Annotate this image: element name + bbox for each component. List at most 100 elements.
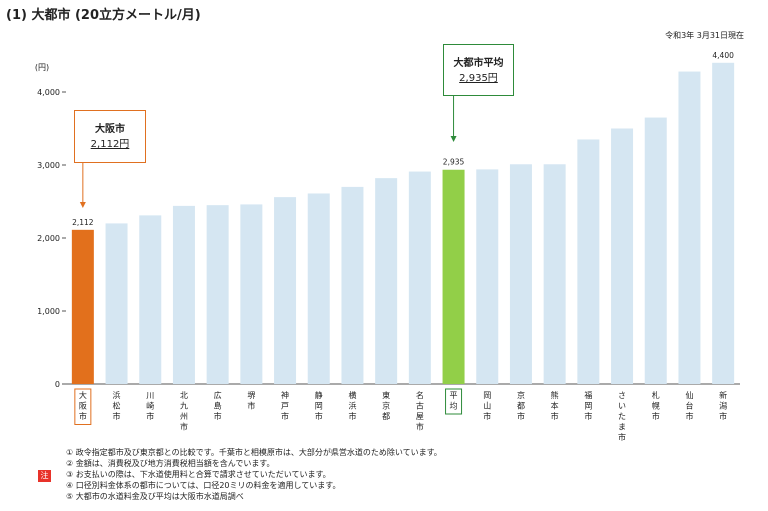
average-callout-name: 大都市平均 — [453, 58, 504, 69]
category-label-char: 大 — [79, 390, 87, 400]
category-label-char: 古 — [416, 401, 424, 411]
category-label: 広島市 — [214, 390, 222, 421]
bar — [509, 164, 532, 384]
y-tick-label: 4,000 — [37, 88, 60, 97]
bar — [408, 171, 431, 384]
category-label-char: 北 — [180, 391, 188, 400]
category-label-char: 東 — [382, 390, 390, 400]
category-label-char: 市 — [618, 432, 626, 442]
y-tick-label: 2,000 — [37, 234, 60, 243]
category-label: 東京都 — [382, 390, 390, 421]
category-label-char: 市 — [247, 401, 255, 411]
category-label-char: 市 — [348, 411, 356, 421]
note-item: ⑤ 大都市の水道料金及び平均は大阪市水道局調べ — [66, 492, 244, 501]
category-label-char: 市 — [719, 411, 727, 421]
category-label: 京都市 — [517, 390, 525, 421]
data-label: 2,935 — [443, 158, 465, 167]
category-label-char: 新 — [719, 390, 727, 400]
osaka-callout: 大阪市 2,112円 — [74, 110, 146, 163]
bar — [678, 71, 701, 384]
category-label-char: 都 — [382, 412, 390, 421]
bar — [543, 164, 566, 384]
bar — [611, 128, 634, 384]
category-label: 浜松市 — [113, 390, 121, 421]
osaka-label-frame — [74, 388, 92, 425]
category-label-char: 浜 — [113, 390, 121, 400]
average-label-frame — [445, 388, 463, 415]
category-label: 横浜市 — [348, 390, 356, 421]
category-label-char: ま — [618, 423, 626, 432]
y-tick-label: 1,000 — [37, 307, 60, 316]
category-label-char: 台 — [685, 401, 693, 411]
data-label: 4,400 — [712, 51, 734, 60]
category-label-char: 岡 — [584, 402, 592, 411]
category-label-char: 崎 — [146, 401, 154, 411]
bar — [712, 62, 735, 385]
average-callout: 大都市平均 2,935円 — [443, 44, 514, 96]
bar — [206, 205, 229, 384]
category-label-char: 広 — [214, 390, 222, 400]
category-label-char: 京 — [382, 401, 390, 411]
category-label-char: 岡 — [315, 402, 323, 411]
note-item: ① 政令指定都市及び東京都との比較です。千葉市と相模原市は、大部分が県営水道のた… — [66, 448, 442, 457]
category-label: 川崎市 — [146, 391, 154, 421]
category-label-char: 熊 — [551, 390, 559, 400]
category-label-char: 福 — [584, 391, 592, 400]
note-item: ② 金額は、消費税及び地方消費税相当額を含んでいます。 — [66, 459, 275, 468]
category-label-char: 市 — [180, 422, 188, 432]
category-label-char: 市 — [483, 411, 491, 421]
category-label-char: 浜 — [348, 401, 356, 411]
chart-title: (1) 大都市 (20立方メートル/月) — [6, 8, 201, 23]
bar — [240, 204, 263, 384]
category-label-char: 川 — [146, 391, 154, 400]
bar-layer — [71, 62, 735, 385]
category-label-char: 市 — [685, 411, 693, 421]
average-callout-value: 2,935円 — [459, 73, 498, 84]
bar — [307, 193, 330, 384]
category-label-char: た — [618, 412, 626, 421]
category-label: 札幌市 — [652, 390, 660, 421]
category-label-char: 均 — [450, 401, 458, 411]
category-label-char: 市 — [214, 411, 222, 421]
category-label-char: さ — [618, 391, 626, 400]
category-label-char: 松 — [113, 401, 121, 411]
bar — [341, 186, 364, 384]
category-label-char: 屋 — [416, 412, 424, 421]
bar — [139, 215, 162, 384]
bar — [476, 169, 499, 384]
category-label-char: 神 — [281, 390, 289, 400]
y-tick-label: 0 — [55, 380, 60, 389]
note-item: ④ 口径別料金体系の都市については、口径20ミリの料金を適用しています。 — [66, 481, 341, 490]
category-label-char: 幌 — [652, 401, 660, 411]
bar — [442, 169, 465, 384]
category-label-char: 京 — [517, 390, 525, 400]
y-tick-label: 3,000 — [37, 161, 60, 170]
category-label-char: 市 — [551, 411, 559, 421]
bar — [172, 205, 195, 384]
category-label-char: 市 — [652, 411, 660, 421]
category-label-char: 名 — [416, 390, 424, 400]
category-label-char: 札 — [652, 390, 660, 400]
category-label: 堺市 — [247, 390, 255, 411]
osaka-arrow-head — [79, 202, 86, 208]
category-label: 新潟市 — [719, 390, 727, 421]
category-label-char: 静 — [315, 390, 323, 400]
bar — [274, 197, 297, 384]
category-label-char: 平 — [450, 391, 458, 400]
category-label-char: 市 — [79, 411, 87, 421]
bar — [644, 117, 667, 385]
y-unit-label: (円) — [35, 63, 49, 72]
category-label-char: 横 — [348, 390, 356, 400]
osaka-callout-value: 2,112円 — [90, 139, 130, 150]
category-label-char: 岡 — [483, 391, 491, 400]
osaka-callout-name: 大阪市 — [95, 124, 125, 135]
category-label-char: 潟 — [719, 401, 727, 411]
category-label-char: い — [618, 402, 626, 411]
category-label-char: 阪 — [79, 402, 87, 411]
category-label-char: 島 — [214, 401, 222, 411]
category-label: 仙台市 — [685, 390, 693, 421]
